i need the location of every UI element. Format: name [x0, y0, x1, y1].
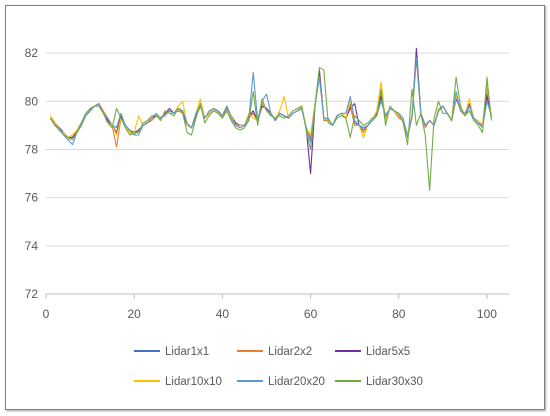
legend-item-lidar5x5: Lidar5x5	[335, 346, 410, 358]
series-lines	[49, 47, 492, 191]
x-tick-label: 0	[43, 307, 50, 321]
legend-label: Lidar30x30	[366, 376, 423, 388]
y-tick-label: 80	[25, 94, 39, 108]
legend-item-lidar10x10: Lidar10x10	[134, 376, 222, 388]
legend: Lidar1x1 Lidar2x2 Lidar5x5 Lidar10x10 Lidar2…	[134, 346, 423, 388]
legend-label: Lidar1x1	[165, 346, 209, 358]
y-tick-label: 82	[25, 46, 39, 60]
legend-item-lidar20x20: Lidar20x20	[237, 376, 325, 388]
x-tick-label: 20	[128, 307, 142, 321]
y-tick-label: 72	[25, 287, 39, 301]
legend-label: Lidar10x10	[165, 376, 222, 388]
x-tick-label: 60	[304, 307, 318, 321]
series-line-lidar30x30	[49, 67, 492, 191]
legend-item-lidar2x2: Lidar2x2	[237, 346, 312, 358]
y-tick-label: 74	[25, 239, 39, 253]
y-tick-label: 78	[25, 142, 39, 156]
legend-item-lidar1x1: Lidar1x1	[134, 346, 209, 358]
axes: 72 74 76 78 80 82 0 20 40 60 80 100	[25, 46, 509, 321]
series-line-lidar20x20	[49, 57, 492, 146]
y-tick-label: 76	[25, 191, 39, 205]
gridlines	[46, 52, 509, 247]
x-tick-label: 40	[216, 307, 230, 321]
x-tick-label: 100	[477, 307, 497, 321]
chart-container	[5, 5, 545, 410]
legend-label: Lidar20x20	[268, 376, 325, 388]
x-tick-label: 80	[392, 307, 406, 321]
legend-label: Lidar5x5	[366, 346, 410, 358]
legend-item-lidar30x30: Lidar30x30	[335, 376, 423, 388]
legend-label: Lidar2x2	[268, 346, 312, 358]
